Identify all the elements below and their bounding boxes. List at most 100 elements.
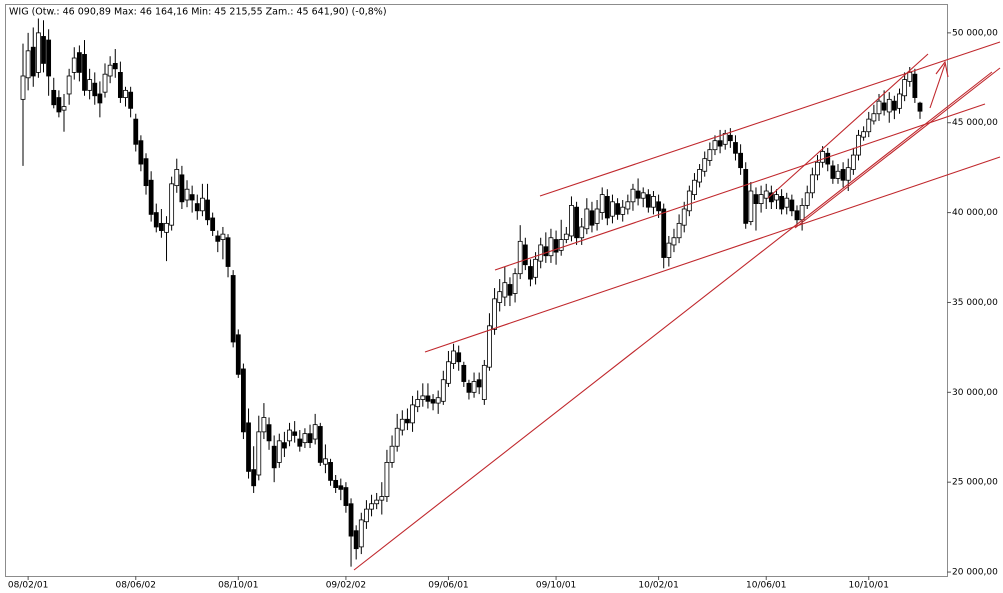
candle-body xyxy=(681,208,687,226)
candle-body xyxy=(451,350,456,364)
candle-body xyxy=(779,196,785,210)
candle-body xyxy=(61,106,67,111)
x-tick-label: 09/06/01 xyxy=(428,581,468,591)
y-tick-label: 25 000,00 xyxy=(952,478,998,488)
candle-body xyxy=(820,151,826,163)
candle-body xyxy=(625,201,631,210)
candle-body xyxy=(630,188,636,203)
candle-body xyxy=(41,36,46,64)
candle-body xyxy=(748,190,754,222)
candle-body xyxy=(481,364,487,400)
candle-body xyxy=(440,379,446,402)
candle-body xyxy=(594,208,600,224)
x-tick-label: 10/06/01 xyxy=(746,581,786,591)
candle-body xyxy=(809,174,815,194)
candle-body xyxy=(20,75,26,100)
candle-body xyxy=(733,142,738,154)
candle-body xyxy=(384,462,390,497)
y-tick-label: 35 000,00 xyxy=(952,298,998,308)
candle-body xyxy=(563,233,569,240)
candle-body xyxy=(348,503,354,537)
x-tick-label: 10/02/01 xyxy=(638,581,678,591)
candle-body xyxy=(379,496,385,501)
candle-body xyxy=(76,52,82,73)
candle-body xyxy=(738,152,743,169)
candle-body xyxy=(205,199,210,221)
candle-body xyxy=(886,98,892,113)
candle-body xyxy=(107,64,113,77)
candle-body xyxy=(435,397,441,404)
candle-body xyxy=(876,100,882,115)
candle-body xyxy=(184,188,190,201)
candle-body xyxy=(815,161,820,176)
candle-body xyxy=(333,479,339,488)
y-tick-label: 30 000,00 xyxy=(952,388,998,398)
candle-body xyxy=(528,266,533,280)
candle-body xyxy=(25,50,31,79)
candle-body xyxy=(656,201,661,212)
candle-body xyxy=(174,169,180,187)
candle-body xyxy=(235,334,241,375)
candle-body xyxy=(825,152,831,165)
candle-body xyxy=(799,204,805,221)
x-tick-label: 08/02/01 xyxy=(8,581,48,591)
candle-body xyxy=(635,190,641,199)
candle-body xyxy=(891,100,897,111)
candle-body xyxy=(241,368,246,433)
candle-body xyxy=(210,217,216,231)
candle-body xyxy=(328,462,333,481)
candle-body xyxy=(881,102,887,111)
y-tick-label: 50 000,00 xyxy=(952,28,998,38)
candle-body xyxy=(425,395,431,402)
trend-line xyxy=(539,41,1001,197)
candle-body xyxy=(123,89,128,98)
candle-body xyxy=(128,91,134,109)
candle-body xyxy=(466,382,472,393)
candle-body xyxy=(164,222,169,233)
candle-body xyxy=(323,458,328,465)
candle-body xyxy=(194,203,200,212)
candle-body xyxy=(292,431,298,436)
candle-body xyxy=(476,379,482,388)
candle-body xyxy=(369,503,374,510)
trend-arrow xyxy=(929,63,946,109)
candle-body xyxy=(358,519,364,548)
candle-body xyxy=(138,140,144,165)
candle-body xyxy=(215,235,221,242)
candle-body xyxy=(620,206,626,215)
candle-body xyxy=(553,239,559,253)
candle-body xyxy=(317,426,323,463)
candle-body xyxy=(471,381,477,393)
candle-body xyxy=(866,118,872,133)
candle-body xyxy=(861,131,867,138)
candle-body xyxy=(374,499,380,505)
candle-body xyxy=(220,233,226,240)
candle-body xyxy=(56,97,62,113)
candle-body xyxy=(430,399,436,404)
candle-body xyxy=(261,417,267,433)
candle-body xyxy=(456,352,462,363)
candle-body xyxy=(153,212,159,228)
candle-body xyxy=(143,158,149,187)
candle-body xyxy=(189,194,195,201)
trend-line xyxy=(424,156,1001,353)
candle-body xyxy=(517,240,523,275)
candle-body xyxy=(574,206,579,239)
trend-arrow-head xyxy=(935,60,949,78)
candle-body xyxy=(287,429,292,442)
candle-body xyxy=(697,169,702,183)
candle-body xyxy=(789,199,795,212)
candle-body xyxy=(66,75,72,95)
candle-body xyxy=(492,298,497,330)
trend-line xyxy=(353,71,993,571)
candle-body xyxy=(338,485,344,490)
candle-body xyxy=(82,54,87,91)
candle-body xyxy=(307,433,313,444)
candle-body xyxy=(533,258,538,278)
candle-body xyxy=(897,93,902,109)
trend-lines xyxy=(353,41,1001,571)
candle-body xyxy=(420,395,426,400)
candle-body xyxy=(584,208,590,230)
candle-body xyxy=(579,226,585,239)
candle-body xyxy=(651,196,656,208)
